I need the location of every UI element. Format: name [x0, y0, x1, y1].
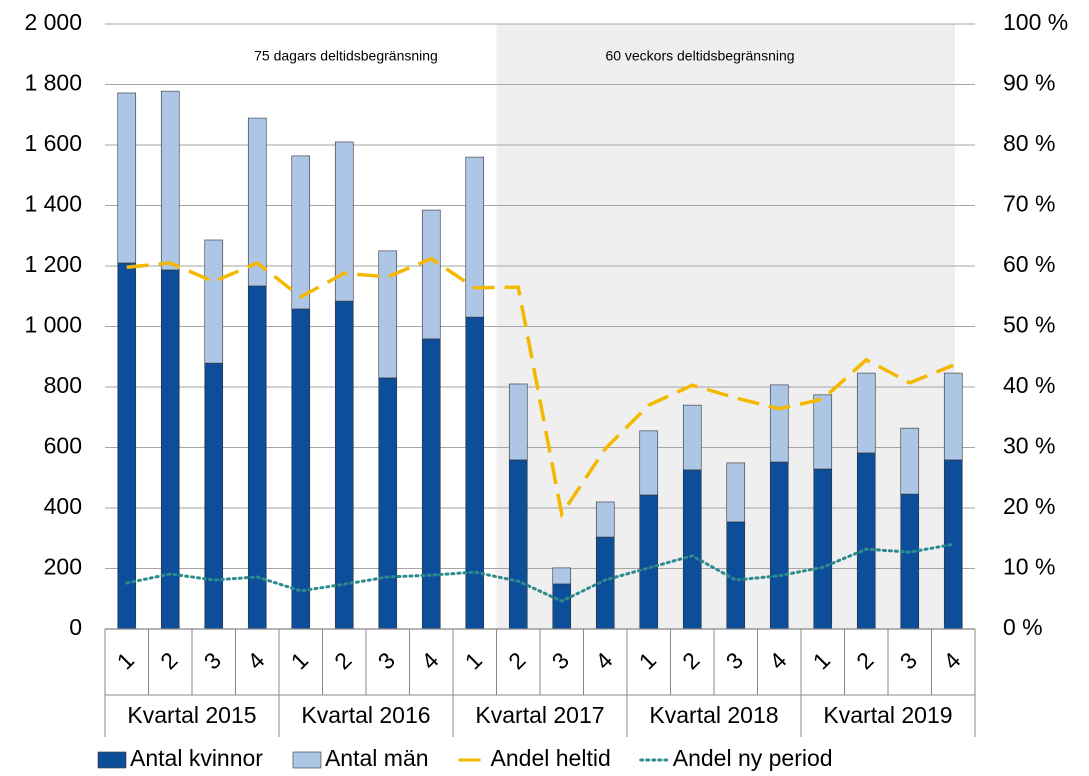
legend-label: Antal kvinnor — [130, 745, 263, 771]
x-tick-label: 2 — [677, 647, 704, 674]
y-tick-label: 400 — [44, 493, 82, 519]
line — [126, 256, 954, 519]
legend-label: Antal män — [325, 745, 429, 771]
y-tick-label: 1 200 — [24, 251, 82, 277]
x-tick-label: 3 — [721, 647, 748, 674]
x-tick-label: 3 — [547, 647, 574, 674]
bar — [769, 384, 789, 463]
annotation: 75 dagars deltidsbegränsning — [254, 48, 438, 64]
bar — [769, 461, 789, 630]
y-tick-label: 800 — [44, 372, 82, 398]
legend-swatch — [292, 751, 322, 769]
bar — [900, 493, 920, 630]
bar — [508, 383, 528, 461]
bar — [160, 90, 180, 271]
x-tick-label: 4 — [764, 647, 792, 675]
bar — [900, 427, 920, 495]
x-tick-label: 2 — [329, 647, 356, 674]
y2-tick-label: 80 % — [1003, 130, 1055, 156]
y-tick-label: 0 — [69, 614, 82, 640]
bar — [508, 459, 528, 630]
bar — [552, 583, 572, 630]
line — [125, 542, 955, 603]
group-label: Kvartal 2018 — [649, 702, 778, 728]
bar — [204, 239, 224, 364]
bar — [682, 469, 702, 630]
bar — [856, 372, 876, 454]
y-tick-label: 1 600 — [24, 130, 82, 156]
y2-tick-label: 100 % — [1003, 9, 1068, 35]
bar — [813, 468, 833, 630]
bar — [117, 262, 137, 630]
bar — [726, 462, 746, 523]
y2-tick-label: 40 % — [1003, 372, 1055, 398]
x-tick-label: 4 — [242, 647, 270, 675]
annotation: 60 veckors deltidsbegränsning — [605, 48, 794, 64]
group-label: Kvartal 2016 — [301, 702, 430, 728]
bar — [204, 362, 224, 630]
bar — [682, 404, 702, 471]
x-tick-label: 3 — [373, 647, 400, 674]
bar — [421, 338, 441, 630]
y2-tick-label: 50 % — [1003, 312, 1055, 338]
bar — [247, 117, 267, 287]
group-label: Kvartal 2019 — [823, 702, 952, 728]
x-tick-label: 4 — [590, 647, 618, 675]
x-tick-label: 1 — [808, 647, 835, 674]
y2-tick-label: 30 % — [1003, 433, 1055, 459]
bar — [943, 372, 963, 461]
bar — [465, 316, 485, 630]
x-tick-label: 2 — [155, 647, 182, 674]
legend-swatch — [97, 751, 127, 769]
bar — [291, 155, 311, 310]
y-tick-label: 600 — [44, 433, 82, 459]
bar — [334, 300, 354, 630]
y2-tick-label: 70 % — [1003, 191, 1055, 217]
y-tick-label: 200 — [44, 554, 82, 580]
bar — [813, 394, 833, 470]
bar — [291, 308, 311, 630]
bar — [552, 567, 572, 585]
bar — [378, 250, 398, 379]
x-tick-label: 2 — [503, 647, 530, 674]
y-tick-label: 2 000 — [24, 9, 82, 35]
x-tick-label: 1 — [460, 647, 487, 674]
bar — [943, 459, 963, 630]
y2-tick-label: 60 % — [1003, 251, 1055, 277]
bar — [595, 501, 615, 538]
y2-tick-label: 20 % — [1003, 493, 1055, 519]
bar — [639, 430, 659, 496]
group-label: Kvartal 2015 — [127, 702, 256, 728]
bar — [639, 494, 659, 630]
x-tick-label: 3 — [895, 647, 922, 674]
legend-label: Andel heltid — [491, 745, 611, 771]
bar — [856, 452, 876, 630]
y-tick-label: 1 800 — [24, 70, 82, 96]
bar — [117, 92, 137, 264]
x-tick-label: 1 — [112, 647, 139, 674]
group-label: Kvartal 2017 — [475, 702, 604, 728]
legend-label: Andel ny period — [673, 745, 833, 771]
x-tick-label: 2 — [851, 647, 878, 674]
y2-tick-label: 10 % — [1003, 554, 1055, 580]
x-tick-label: 1 — [634, 647, 661, 674]
x-tick-label: 3 — [199, 647, 226, 674]
x-tick-label: 4 — [416, 647, 444, 675]
x-tick-label: 1 — [286, 647, 313, 674]
bar — [465, 156, 485, 318]
y2-tick-label: 90 % — [1003, 70, 1055, 96]
y2-tick-label: 0 % — [1003, 614, 1043, 640]
y-tick-label: 1 000 — [24, 312, 82, 338]
bar — [421, 209, 441, 340]
y-tick-label: 1 400 — [24, 191, 82, 217]
bar — [334, 141, 354, 302]
bar — [378, 377, 398, 630]
x-tick-label: 4 — [938, 647, 966, 675]
